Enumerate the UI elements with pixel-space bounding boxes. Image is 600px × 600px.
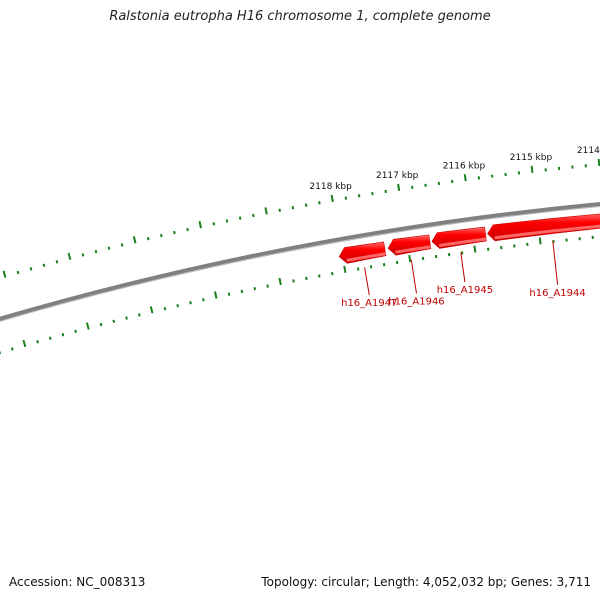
inner-minor-tick — [369, 265, 373, 269]
outer-major-tick — [132, 236, 137, 244]
outer-minor-tick — [120, 243, 124, 247]
outer-minor-tick — [252, 213, 255, 218]
backbone-highlight — [0, 206, 600, 322]
outer-minor-tick — [173, 230, 176, 235]
gene-leader-line — [460, 252, 466, 283]
inner-major-tick — [473, 245, 477, 253]
outer-minor-tick — [146, 236, 150, 241]
kbp-label: 2117 kbp — [376, 171, 419, 181]
gene-arrow-shading — [395, 245, 431, 254]
map-title: Ralstonia eutropha H16 chromosome 1, com… — [109, 9, 491, 24]
inner-minor-tick — [330, 271, 334, 276]
genome-summary: Topology: circular; Length: 4,052,032 bp… — [261, 575, 591, 589]
inner-major-tick — [149, 306, 154, 314]
inner-minor-tick — [36, 340, 39, 344]
kbp-label-layer: 2118 kbp 2117 kbp 2116 kbp 2115 kbp 2114 kbp… — [309, 146, 600, 192]
outer-minor-tick — [186, 227, 189, 232]
inner-major-tick — [214, 291, 218, 299]
inner-major-tick — [343, 265, 347, 273]
outer-minor-tick — [107, 246, 111, 250]
outer-major-tick — [67, 252, 72, 261]
inner-minor-tick — [10, 347, 14, 351]
kbp-label: 2115 kbp — [510, 153, 553, 163]
outer-minor-tick — [238, 216, 242, 220]
inner-major-tick — [538, 237, 542, 245]
outer-major-tick — [2, 270, 7, 278]
inner-minor-tick — [99, 322, 103, 327]
outer-major-tick — [330, 194, 334, 203]
kbp-label: 2118 kbp — [309, 182, 352, 192]
outer-major-tick — [597, 158, 600, 167]
gene-label-layer: h16_A1947h16_A1946h16_A1945h16_A1944h16_… — [341, 240, 586, 309]
outer-minor-tick — [29, 267, 33, 271]
inner-minor-tick — [176, 304, 180, 308]
gene-leader-line — [364, 267, 370, 296]
outer-major-tick — [530, 165, 534, 173]
gene-leader-line — [410, 259, 417, 294]
inner-tick-track — [0, 235, 594, 355]
gene-track — [338, 213, 600, 264]
outer-minor-tick — [94, 249, 98, 254]
gene-arrow-h16_A1946[interactable] — [387, 234, 432, 256]
outer-major-tick — [463, 174, 467, 182]
gene-label[interactable]: h16_A1944 — [529, 288, 585, 299]
inner-minor-tick — [305, 276, 308, 281]
outer-minor-tick — [16, 270, 20, 275]
gene-arrow-shading — [346, 252, 386, 262]
outer-minor-tick — [278, 208, 281, 212]
gene-arrow-shading — [494, 224, 600, 240]
inner-major-tick — [22, 339, 27, 348]
gene-label[interactable]: h16_A1945 — [437, 285, 493, 296]
outer-minor-tick — [291, 206, 295, 210]
outer-minor-tick — [81, 253, 85, 257]
outer-minor-tick — [304, 203, 308, 207]
outer-minor-tick — [225, 219, 229, 223]
outer-tick-track — [2, 158, 600, 278]
inner-minor-tick — [202, 298, 205, 302]
outer-minor-tick — [344, 196, 348, 200]
outer-minor-tick — [160, 233, 163, 238]
inner-minor-tick — [48, 336, 52, 340]
gene-arrow-h16_A1947[interactable] — [338, 241, 387, 264]
gene-label[interactable]: h16_A1946 — [388, 296, 444, 307]
outer-minor-tick — [318, 201, 321, 205]
outer-minor-tick — [42, 263, 46, 267]
inner-major-tick — [278, 277, 282, 286]
gene-leader-line — [552, 240, 559, 285]
outer-minor-tick — [357, 194, 361, 198]
outer-minor-tick — [55, 260, 59, 264]
kbp-label: 2114 kbp — [577, 146, 600, 156]
inner-minor-tick — [318, 274, 321, 278]
inner-minor-tick — [227, 292, 231, 296]
gene-arrow-shading — [438, 237, 487, 247]
inner-major-tick — [408, 254, 412, 263]
inner-minor-tick — [61, 333, 65, 337]
inner-minor-tick — [189, 301, 192, 305]
outer-minor-tick — [212, 222, 216, 226]
inner-minor-tick — [266, 284, 269, 288]
chromosome-backbone-layer — [0, 202, 600, 322]
inner-minor-tick — [356, 267, 360, 271]
inner-minor-tick — [112, 319, 116, 323]
inner-minor-tick — [292, 279, 295, 283]
inner-minor-tick — [253, 287, 257, 291]
kbp-label: 2116 kbp — [443, 161, 486, 171]
accession-label: Accession: NC_008313 — [9, 575, 146, 589]
inner-minor-tick — [74, 329, 77, 334]
inner-minor-tick — [137, 313, 141, 317]
inner-minor-tick — [163, 307, 167, 311]
inner-minor-tick — [125, 316, 128, 320]
chromosome-backbone — [0, 202, 600, 321]
outer-major-tick — [264, 207, 268, 215]
outer-major-tick — [198, 221, 202, 229]
gene-label[interactable]: h16_A1947 — [341, 298, 397, 309]
outer-major-tick — [397, 183, 401, 191]
inner-minor-tick — [240, 289, 244, 294]
inner-major-tick — [85, 322, 90, 330]
